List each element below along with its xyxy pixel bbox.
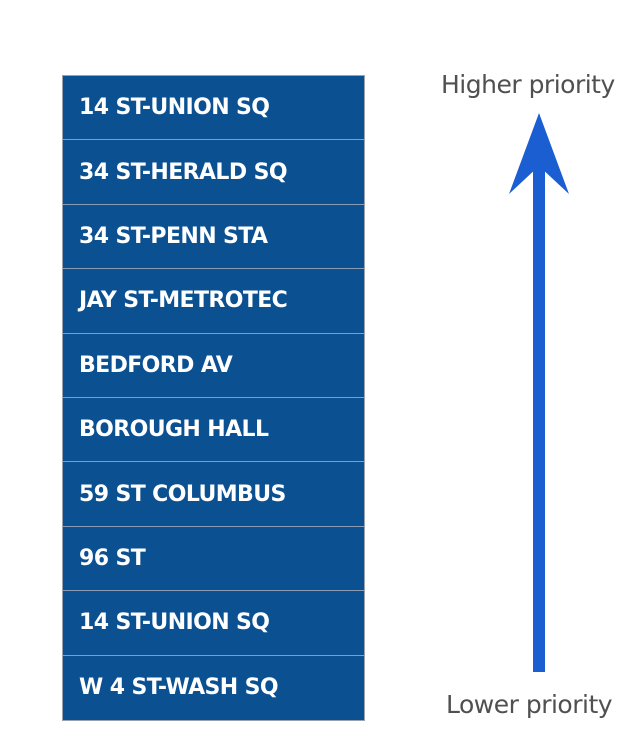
lower-priority-label: Lower priority bbox=[446, 690, 613, 719]
station-row: BOROUGH HALL bbox=[63, 398, 364, 463]
station-row: BEDFORD AV bbox=[63, 334, 364, 398]
arrow-shaft bbox=[533, 165, 545, 672]
station-priority-list: 14 ST-UNION SQ 34 ST-HERALD SQ 34 ST-PEN… bbox=[62, 75, 365, 721]
station-row: W 4 ST-WASH SQ bbox=[79, 675, 279, 701]
higher-priority-label: Higher priority bbox=[441, 70, 615, 99]
station-row: 34 ST-HERALD SQ bbox=[63, 140, 364, 205]
station-row: 14 ST-UNION SQ bbox=[63, 76, 364, 141]
station-row: 34 ST-PENN STA bbox=[63, 205, 364, 270]
station-row: 14 ST-UNION SQ bbox=[63, 591, 364, 656]
station-row: 59 ST COLUMBUS bbox=[63, 462, 364, 527]
station-row: JAY ST-METROTEC bbox=[63, 269, 364, 334]
arrow-head bbox=[509, 113, 569, 194]
station-row: 96 ST bbox=[63, 527, 364, 592]
